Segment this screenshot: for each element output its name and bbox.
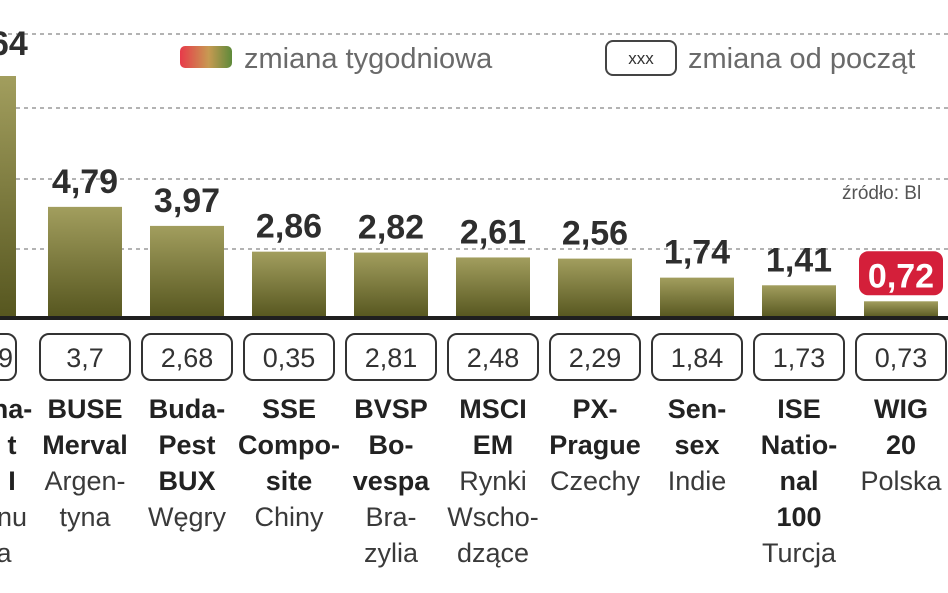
change-box — [651, 333, 743, 381]
bar — [354, 252, 428, 318]
index-name-line: ISE — [777, 394, 821, 424]
change-label: 2,29 — [569, 343, 622, 373]
bar — [660, 277, 734, 318]
change-box-partial — [0, 333, 17, 381]
index-name-line: Buda- — [149, 394, 226, 424]
country-label-line: zylia — [364, 538, 419, 568]
index-name-line: Merval — [42, 430, 128, 460]
bar-value-label: 2,56 — [562, 215, 628, 253]
gridlines — [0, 33, 948, 250]
index-name-line: MSCI — [459, 394, 527, 424]
country-label-line: dzące — [457, 538, 529, 568]
index-name-line-partial: t — [8, 430, 17, 460]
bar — [558, 258, 632, 318]
index-name-line: BUX — [158, 466, 215, 496]
country-label-line: Wscho- — [447, 502, 539, 532]
legend-ytd-box — [605, 40, 677, 76]
change-box — [855, 333, 947, 381]
index-name-line-partial: I — [8, 466, 16, 496]
bar — [252, 251, 326, 318]
country-label-line: Turcja — [762, 538, 837, 568]
country-label-line: tyna — [59, 502, 111, 532]
legend-ytd-label: zmiana od począt — [688, 43, 915, 75]
bar — [864, 301, 938, 318]
index-name-line: WIG — [874, 394, 928, 424]
index-name-line: Bo- — [369, 430, 414, 460]
country-label-line: Bra- — [365, 502, 416, 532]
change-box — [141, 333, 233, 381]
bar-value-label: 2,86 — [256, 208, 322, 246]
index-name-line: sex — [674, 430, 719, 460]
index-name-line: site — [266, 466, 313, 496]
country-label-line: Czechy — [550, 466, 641, 496]
bar — [48, 206, 122, 318]
bar-value-label: 2,61 — [460, 213, 526, 251]
index-name-line: Sen- — [668, 394, 727, 424]
change-label-partial: 9 — [0, 343, 13, 373]
bar-value-label: 2,82 — [358, 209, 424, 247]
change-label: 2,48 — [467, 343, 520, 373]
country-label-line: Chiny — [254, 502, 324, 532]
index-name-line: nal — [779, 466, 818, 496]
index-name-line: Compo- — [238, 430, 340, 460]
legend-ytd-box-text: xxx — [628, 49, 654, 68]
country-label-line: Indie — [668, 466, 727, 496]
change-label: 0,35 — [263, 343, 316, 373]
change-box — [39, 333, 131, 381]
country-label-line: Argen- — [44, 466, 125, 496]
change-label: 2,81 — [365, 343, 418, 373]
legend-weekly-swatch — [180, 46, 232, 68]
bar — [762, 285, 836, 318]
source-label: źródło: Bl — [842, 183, 921, 204]
bar-value-label-partial: 64 — [0, 25, 28, 63]
bar-partial — [0, 76, 16, 318]
index-name-line: SSE — [262, 394, 316, 424]
index-name-line: EM — [473, 430, 514, 460]
change-box — [243, 333, 335, 381]
index-name-line-partial: na- — [0, 394, 32, 424]
index-name-line: BUSE — [47, 394, 122, 424]
legend: zmiana tygodniowa xxx zmiana od począt — [180, 40, 915, 76]
bar — [456, 257, 530, 318]
change-box — [345, 333, 437, 381]
index-name-line: BVSP — [354, 394, 428, 424]
change-label: 0,73 — [875, 343, 928, 373]
partial-first-column: 64 9 — [0, 25, 28, 381]
change-box — [447, 333, 539, 381]
change-label: 3,7 — [66, 343, 104, 373]
country-label-tail-partial: a — [0, 538, 12, 568]
bars: 4,79 3,7 BUSE Merval Argen-tyna 3,97 2,68 Buda-… — [39, 163, 947, 568]
bar-value-label: 0,72 — [868, 257, 934, 295]
change-label: 1,84 — [671, 343, 724, 373]
index-name-line: Pest — [158, 430, 215, 460]
index-name-line: vespa — [353, 466, 431, 496]
change-box — [549, 333, 641, 381]
index-name-line: 100 — [776, 502, 821, 532]
change-label: 2,68 — [161, 343, 214, 373]
bar-value-label: 1,41 — [766, 241, 832, 279]
bar-value-label: 3,97 — [154, 182, 220, 220]
country-label-line-partial: nu — [0, 502, 27, 532]
index-name-line: Natio- — [761, 430, 838, 460]
index-name-line: 20 — [886, 430, 916, 460]
bar-value-label: 4,79 — [52, 163, 118, 201]
bar-value-label: 1,74 — [664, 234, 730, 272]
country-label-line: Węgry — [148, 502, 227, 532]
index-name-line: Prague — [549, 430, 641, 460]
country-label-line: Rynki — [459, 466, 527, 496]
bar — [150, 225, 224, 318]
change-label: 1,73 — [773, 343, 826, 373]
index-name-line: PX- — [572, 394, 617, 424]
highlight-badge — [859, 251, 943, 296]
legend-weekly-label: zmiana tygodniowa — [244, 43, 493, 75]
change-box — [753, 333, 845, 381]
country-label-line: Polska — [860, 466, 942, 496]
